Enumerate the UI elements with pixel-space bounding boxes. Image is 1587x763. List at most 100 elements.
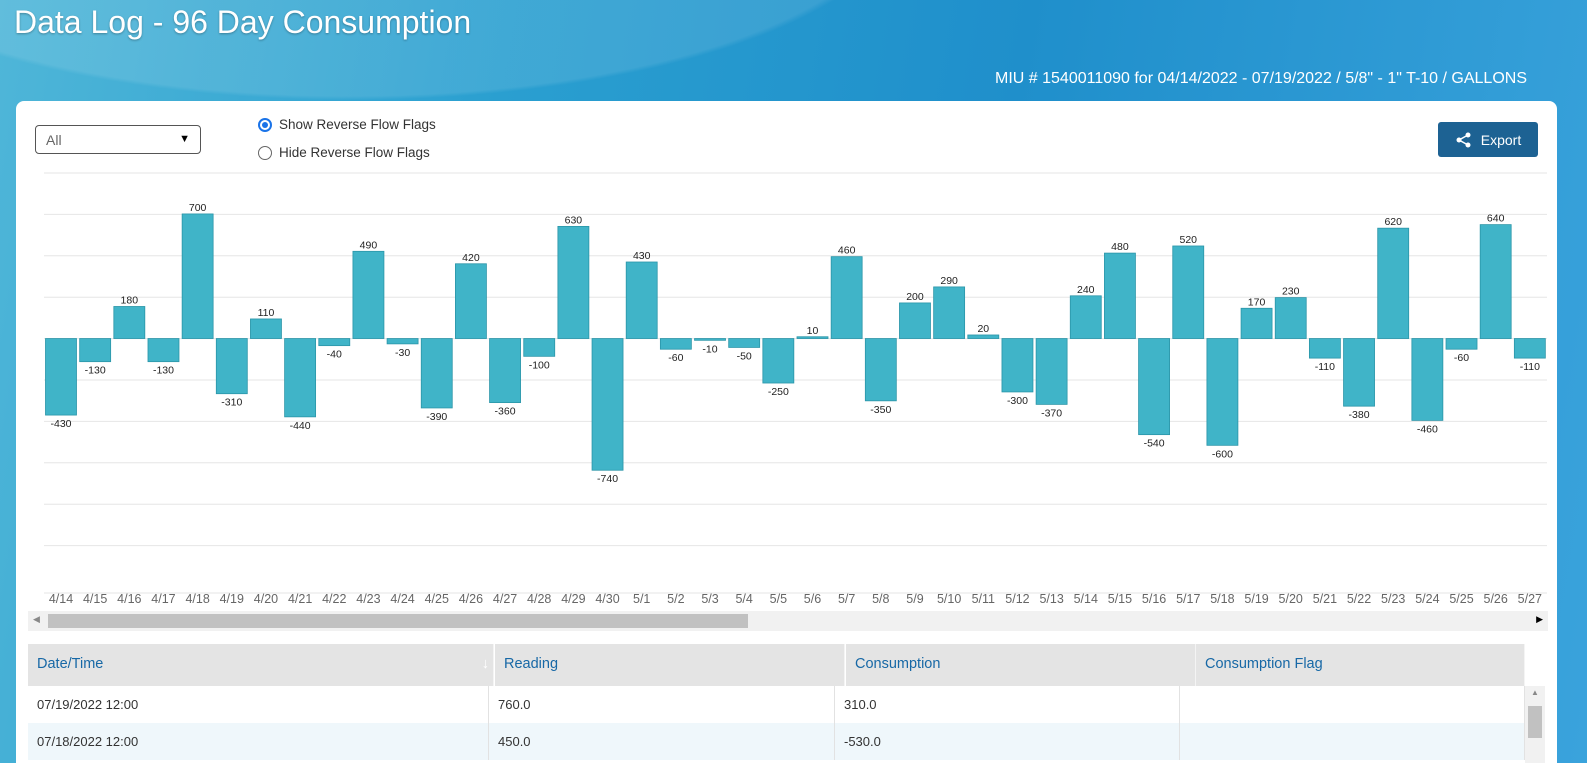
bar <box>933 286 966 339</box>
sort-down-icon[interactable]: ↓ <box>481 656 489 672</box>
bar <box>147 338 180 363</box>
x-tick-label: 5/13 <box>1039 592 1063 606</box>
bar <box>45 338 77 416</box>
data-label: 700 <box>189 202 207 214</box>
x-tick-label: 5/19 <box>1244 592 1268 606</box>
bar <box>1240 307 1273 339</box>
data-label: 110 <box>258 307 275 319</box>
cell-flag <box>1180 686 1525 723</box>
x-tick-label: 4/19 <box>220 592 244 606</box>
x-tick-label: 5/4 <box>735 592 752 606</box>
scroll-right-icon[interactable]: ▶ <box>1536 614 1543 624</box>
data-label: 520 <box>1179 234 1197 246</box>
column-label: Date/Time <box>37 656 104 672</box>
bar <box>1308 338 1341 359</box>
x-tick-label: 5/1 <box>633 592 650 606</box>
bar <box>318 338 351 347</box>
radio-unselected-icon[interactable] <box>258 145 272 160</box>
x-tick-label: 5/18 <box>1210 592 1234 606</box>
table-vertical-scrollbar[interactable]: ▲ <box>1525 686 1545 763</box>
data-label: -110 <box>1520 361 1540 373</box>
x-tick-label: 4/18 <box>185 592 209 606</box>
bar <box>113 306 146 339</box>
data-label: 290 <box>940 275 958 287</box>
bar <box>386 338 419 345</box>
cell-reading: 450.0 <box>489 723 835 760</box>
bar <box>1274 297 1307 339</box>
x-tick-label: 4/17 <box>151 592 175 606</box>
cell-consumption: 310.0 <box>835 686 1180 723</box>
x-tick-label: 4/25 <box>425 592 449 606</box>
data-label: -440 <box>290 420 311 432</box>
cell-datetime: 07/18/2022 12:00 <box>28 723 489 760</box>
cell-reading: 760.0 <box>489 686 835 723</box>
x-tick-label: 5/26 <box>1484 592 1508 606</box>
column-header-consumption[interactable]: Consumption <box>846 644 1196 686</box>
bar <box>899 302 931 339</box>
x-tick-label: 4/29 <box>561 592 585 606</box>
x-tick-label: 5/5 <box>770 592 787 606</box>
data-label: 230 <box>1282 286 1300 298</box>
x-tick-label: 4/21 <box>288 592 312 606</box>
column-header-reading[interactable]: Reading <box>495 644 845 686</box>
x-tick-label: 5/6 <box>804 592 821 606</box>
x-tick-label: 4/24 <box>390 592 414 606</box>
bar <box>864 338 897 402</box>
radio-hide-reverse-flow[interactable]: Hide Reverse Flow Flags <box>258 145 430 160</box>
radio-show-reverse-flow[interactable]: Show Reverse Flow Flags <box>258 117 436 132</box>
data-label: 640 <box>1487 213 1505 225</box>
cell-consumption: -530.0 <box>835 723 1180 760</box>
filter-select[interactable]: All ▼ <box>35 125 201 154</box>
bar <box>830 256 863 339</box>
column-header-consumption-flag[interactable]: Consumption Flag <box>1196 644 1525 686</box>
x-tick-label: 5/8 <box>872 592 889 606</box>
scroll-up-icon[interactable]: ▲ <box>1531 688 1539 697</box>
data-label: 420 <box>462 252 480 264</box>
bar <box>796 336 829 339</box>
data-label: 620 <box>1384 216 1402 228</box>
bar <box>215 338 248 395</box>
data-label: -740 <box>597 473 618 485</box>
x-tick-label: 4/26 <box>459 592 483 606</box>
data-label: -130 <box>85 365 106 377</box>
data-label: -460 <box>1417 423 1438 435</box>
data-label: 20 <box>977 323 989 335</box>
radio-selected-icon[interactable] <box>258 117 272 132</box>
bar <box>762 338 795 384</box>
data-label: -110 <box>1315 361 1335 373</box>
scroll-left-icon[interactable]: ◀ <box>33 614 40 624</box>
bar <box>1445 338 1478 350</box>
data-label: -60 <box>668 352 683 364</box>
bar <box>1479 224 1512 339</box>
consumption-bar-chart: -430 4/14 -130 4/15 180 4/16 -130 4/17 700 4/18 -3… <box>44 172 1547 606</box>
data-label: -370 <box>1041 407 1062 419</box>
x-tick-label: 4/23 <box>356 592 380 606</box>
x-tick-label: 4/20 <box>254 592 278 606</box>
table-row[interactable]: 07/19/2022 12:00 760.0 310.0 <box>28 686 1525 723</box>
x-tick-label: 5/16 <box>1142 592 1166 606</box>
scrollbar-thumb[interactable] <box>48 614 748 628</box>
bar <box>557 225 590 339</box>
chart-horizontal-scrollbar[interactable]: ◀ ▶ <box>28 611 1548 631</box>
x-tick-label: 5/2 <box>667 592 684 606</box>
bar <box>1206 338 1239 446</box>
data-label: -300 <box>1007 395 1028 407</box>
data-label: 630 <box>565 214 583 226</box>
export-button[interactable]: Export <box>1438 122 1538 157</box>
page-subtitle: MIU # 1540011090 for 04/14/2022 - 07/19/… <box>995 70 1527 87</box>
bar <box>1104 252 1136 339</box>
table-row[interactable]: 07/18/2022 12:00 450.0 -530.0 <box>28 723 1525 760</box>
data-label: 180 <box>121 294 139 306</box>
radio-label: Hide Reverse Flow Flags <box>279 145 430 160</box>
x-tick-label: 4/14 <box>49 592 73 606</box>
data-label: -350 <box>870 404 891 416</box>
x-tick-label: 5/27 <box>1518 592 1542 606</box>
column-header-datetime[interactable]: Date/Time ↓ <box>28 644 494 686</box>
data-label: -10 <box>702 343 717 355</box>
scrollbar-thumb[interactable] <box>1528 706 1542 738</box>
x-tick-label: 5/20 <box>1279 592 1303 606</box>
bar <box>489 338 521 404</box>
data-label: 430 <box>633 250 651 262</box>
x-tick-label: 4/16 <box>117 592 141 606</box>
bar <box>1377 227 1410 339</box>
